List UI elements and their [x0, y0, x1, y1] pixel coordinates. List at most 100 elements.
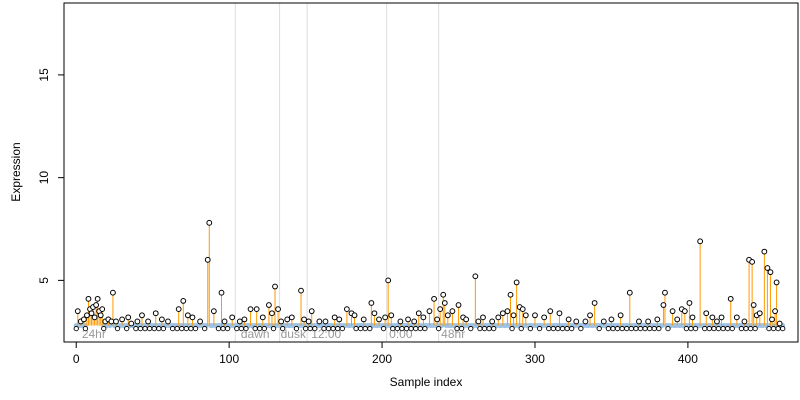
data-point	[91, 314, 98, 321]
data-point	[247, 306, 254, 313]
baseline-point	[114, 325, 121, 332]
data-point	[522, 312, 529, 319]
baseline-point	[486, 325, 492, 332]
baseline-point	[715, 325, 722, 332]
baseline-point	[293, 325, 300, 332]
data-point	[426, 308, 433, 315]
data-point	[767, 269, 774, 276]
y-tick-label: 5	[37, 277, 51, 284]
y-tick-label: 10	[37, 171, 51, 185]
data-point	[519, 306, 526, 313]
data-point	[139, 312, 145, 319]
data-point	[236, 318, 243, 325]
baseline-point	[188, 325, 194, 332]
data-point	[749, 258, 756, 265]
data-point	[565, 316, 572, 323]
data-point	[275, 306, 281, 313]
baseline-point	[766, 325, 772, 332]
baseline-point	[252, 325, 258, 332]
stem-layer	[77, 222, 781, 326]
x-tick-label: 400	[678, 352, 698, 366]
data-point	[556, 310, 563, 317]
baseline-point	[770, 325, 777, 332]
data-point	[591, 300, 598, 306]
baseline-point	[743, 325, 749, 332]
baseline-point	[468, 325, 474, 332]
baseline-point	[683, 325, 690, 332]
data-point	[660, 302, 667, 308]
data-point	[495, 314, 502, 321]
baseline-point	[647, 325, 653, 332]
baseline-point	[775, 325, 781, 332]
data-point	[298, 287, 304, 294]
data-point	[600, 318, 607, 325]
data-point	[573, 318, 580, 325]
baseline-point	[257, 325, 263, 332]
data-point	[645, 318, 652, 325]
data-point	[507, 291, 514, 298]
baseline-point	[302, 325, 309, 332]
data-point	[697, 238, 704, 245]
data-point	[532, 312, 538, 319]
baseline-point	[491, 325, 497, 332]
data-point	[689, 314, 696, 321]
baseline-point	[335, 325, 341, 332]
data-point	[626, 289, 633, 296]
data-point	[74, 308, 81, 315]
data-point	[397, 318, 404, 325]
baseline-point	[151, 325, 157, 332]
baseline-point	[321, 325, 327, 332]
baseline-point	[642, 325, 648, 332]
baseline-point	[780, 325, 786, 332]
baseline-point	[238, 325, 245, 332]
data-point	[472, 273, 479, 280]
baseline-point	[550, 325, 556, 332]
baseline-point	[124, 325, 130, 332]
data-point	[197, 318, 203, 325]
data-point	[718, 314, 725, 321]
data-point	[88, 310, 95, 317]
baseline-point	[720, 325, 726, 332]
baseline-point	[183, 325, 189, 332]
baseline-point	[353, 325, 359, 332]
plot-frame	[63, 2, 799, 343]
baseline-point	[156, 325, 162, 332]
y-axis: 5 10 15	[37, 68, 64, 284]
baseline-point	[390, 325, 396, 332]
data-point	[489, 318, 496, 325]
data-point	[85, 295, 92, 302]
data-point	[504, 308, 511, 315]
data-point	[343, 306, 350, 313]
baseline-point	[702, 325, 708, 332]
data-point	[253, 306, 260, 313]
data-point	[84, 312, 90, 319]
data-point	[636, 318, 642, 325]
data-point	[480, 314, 486, 321]
data-point	[94, 295, 101, 302]
condition-dividers	[234, 3, 440, 342]
baseline-point	[619, 325, 625, 332]
baseline-point	[202, 325, 208, 332]
baseline-point	[711, 325, 717, 332]
data-point	[189, 314, 196, 321]
x-tick-label: 300	[525, 352, 545, 366]
data-point	[441, 300, 448, 306]
baseline-point	[192, 325, 199, 332]
baseline-point	[458, 325, 465, 332]
condition-label: dusk	[281, 327, 307, 341]
baseline-point	[509, 325, 515, 332]
baseline-point	[215, 325, 222, 332]
data-point	[336, 316, 343, 323]
data-point	[587, 312, 593, 319]
data-point	[440, 291, 447, 298]
baseline-point	[692, 325, 699, 332]
data-point	[206, 219, 213, 226]
baseline-point	[220, 325, 226, 332]
data-point	[674, 316, 681, 323]
data-point	[761, 248, 768, 255]
baseline-point	[729, 325, 735, 332]
baseline-point	[596, 325, 602, 332]
data-point	[756, 310, 763, 317]
baseline-point	[362, 325, 368, 332]
baseline-point	[358, 325, 364, 332]
